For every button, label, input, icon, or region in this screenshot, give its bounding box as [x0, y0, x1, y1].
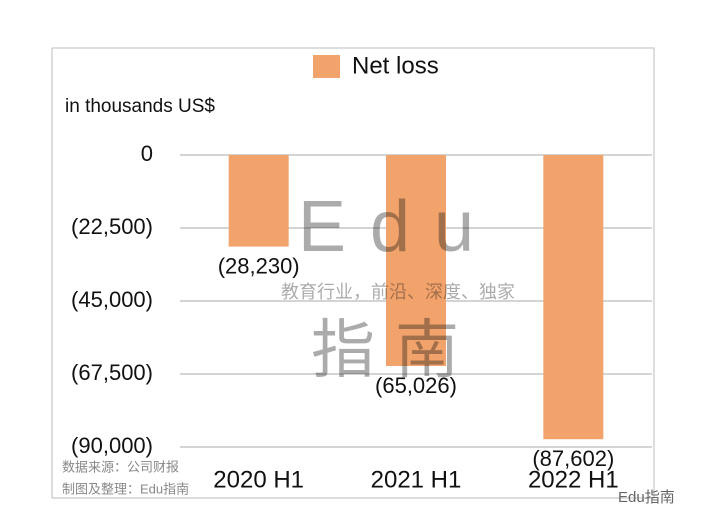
x-tick-label: 2021 H1: [371, 466, 462, 493]
y-tick-label: (90,000): [71, 433, 153, 458]
legend-swatch: [313, 55, 340, 78]
value-label: (87,602): [532, 446, 614, 471]
footer-brand: Edu指南: [618, 489, 675, 506]
watermark: Edu 教育行业，前沿、深度、独家 指南: [281, 187, 515, 386]
watermark-brand: Edu: [298, 187, 498, 267]
value-label: (65,026): [375, 373, 457, 398]
bar: [543, 155, 604, 440]
y-tick-label: (45,000): [71, 287, 153, 312]
credit-note: 制图及整理：Edu指南: [62, 481, 189, 496]
bar: [386, 155, 446, 366]
y-tick-label: (22,500): [71, 214, 153, 239]
x-tick-label: 2022 H1: [528, 466, 619, 493]
legend-label: Net loss: [352, 52, 439, 79]
y-tick-label: (67,500): [71, 360, 153, 385]
unit-label: in thousands US$: [65, 96, 215, 117]
source-note: 数据来源：公司财报: [62, 459, 179, 474]
y-tick-label: 0: [141, 141, 153, 166]
watermark-brand-cn: 指南: [311, 314, 479, 386]
watermark-slogan: 教育行业，前沿、深度、独家: [281, 282, 515, 302]
bar: [228, 155, 289, 247]
value-label: (28,230): [218, 253, 300, 278]
x-tick-label: 2020 H1: [213, 466, 304, 493]
